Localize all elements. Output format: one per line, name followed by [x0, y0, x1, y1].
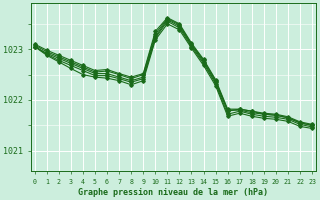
X-axis label: Graphe pression niveau de la mer (hPa): Graphe pression niveau de la mer (hPa) [78, 188, 268, 197]
